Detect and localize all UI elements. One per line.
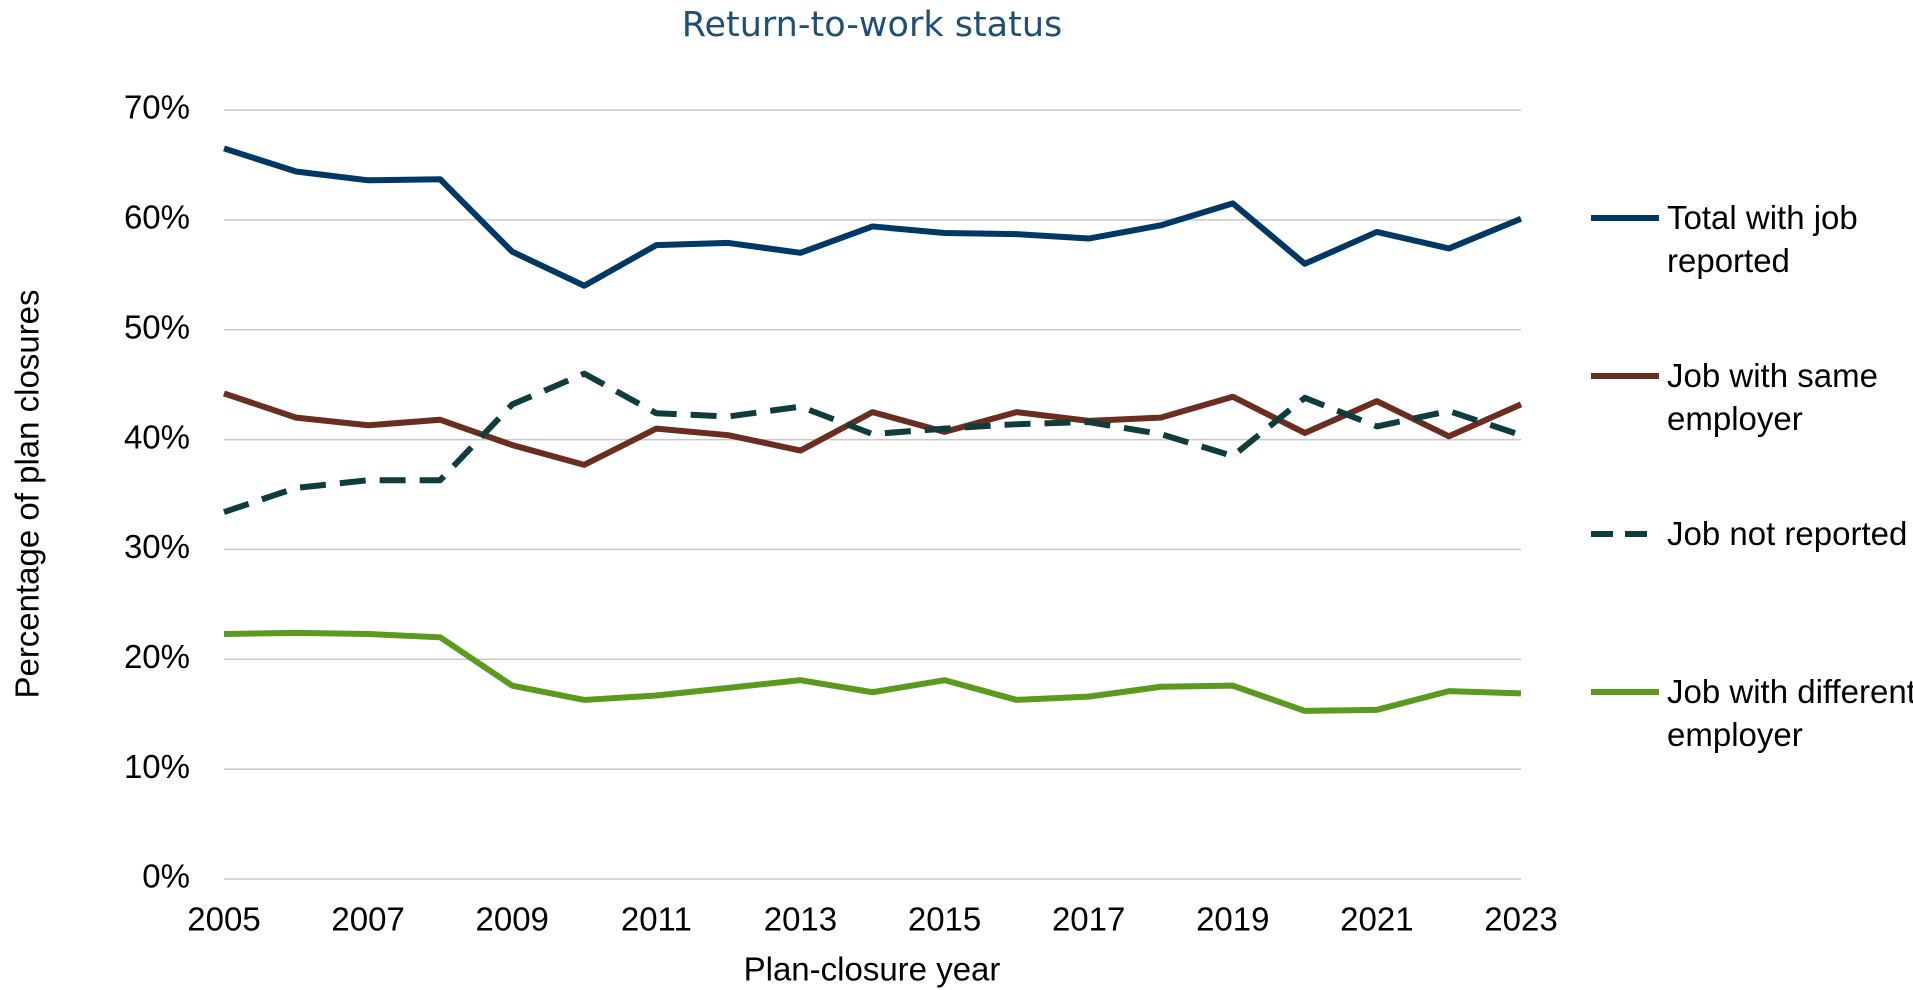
x-tick-label: 2015 [908, 901, 981, 938]
x-tick-label: 2009 [476, 901, 549, 938]
y-tick-label: 50% [124, 308, 190, 345]
legend-label: Job with different employer [1667, 673, 1913, 753]
x-tick-label: 2005 [187, 901, 260, 938]
y-tick-label: 0% [142, 858, 190, 895]
legend-label: Total with job reported [1667, 199, 1858, 279]
y-tick-label: 40% [124, 418, 190, 455]
x-tick-label: 2017 [1052, 901, 1125, 938]
x-tick-label: 2019 [1196, 901, 1269, 938]
y-tick-label: 70% [124, 89, 190, 126]
series-line [223, 390, 1523, 468]
chart-title: Return-to-work status [682, 5, 1063, 45]
series-line [223, 629, 1522, 714]
x-axis-label: Plan-closure year [744, 951, 1001, 988]
y-tick-label: 10% [124, 748, 190, 785]
legend-label: Job with same employer [1667, 357, 1878, 437]
x-tick-label: 2013 [764, 901, 837, 938]
series-line [223, 145, 1523, 289]
series-line [223, 370, 1522, 515]
x-tick-label: 2011 [621, 901, 692, 938]
y-tick-label: 30% [124, 528, 190, 565]
x-tick-label: 2007 [331, 901, 404, 938]
y-tick-label: 20% [124, 638, 190, 675]
y-axis-label: Percentage of plan closures [9, 289, 46, 698]
y-tick-label: 60% [124, 199, 190, 236]
x-tick-label: 2023 [1484, 901, 1557, 938]
x-tick-label: 2021 [1340, 901, 1413, 938]
legend-label: Job not reported [1667, 515, 1908, 552]
